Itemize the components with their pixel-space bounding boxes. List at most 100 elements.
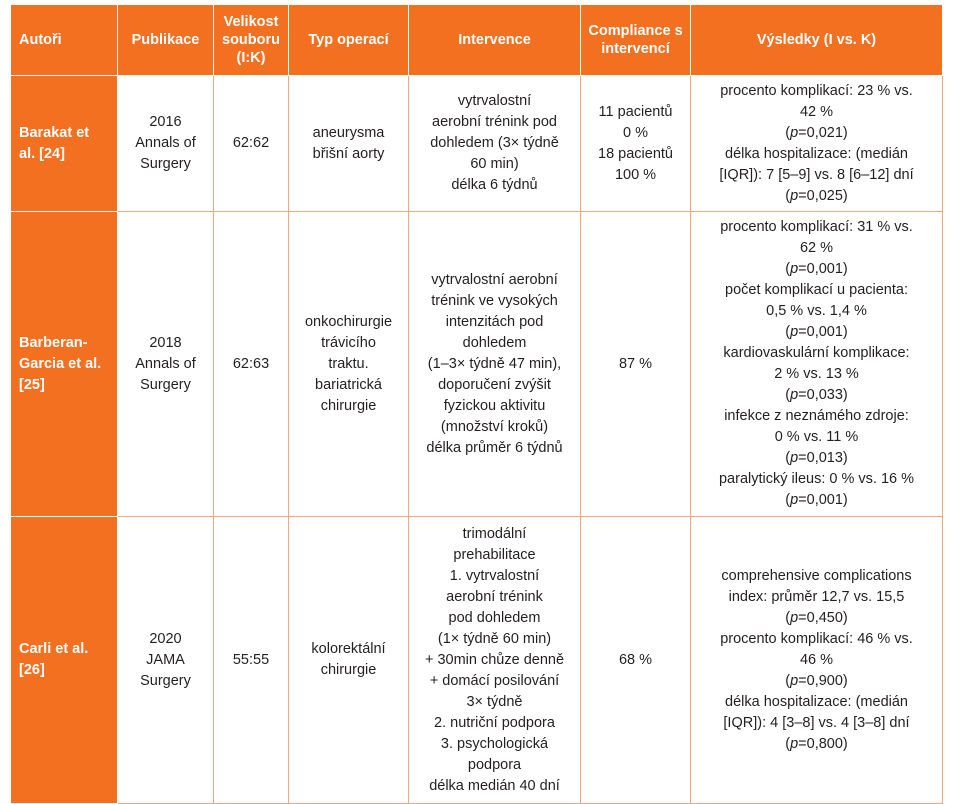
- cell-operation-type: aneurysma břišní aorty: [288, 75, 409, 212]
- cell-authors: Barberan- Garcia et al. [25]: [10, 211, 118, 517]
- text-line: Surgery: [140, 376, 191, 393]
- study-table: Autoři Publikace Velikost souboru (I:K) …: [10, 4, 943, 804]
- text-line: al. [24]: [19, 145, 65, 162]
- text-line: bariatrická: [315, 376, 382, 393]
- text-line: (množství kroků): [440, 418, 549, 435]
- text-line: + domácí posilování: [429, 672, 560, 689]
- text-line: aerobní trénink: [446, 588, 543, 605]
- text-line: 60 min): [470, 156, 519, 172]
- header-publication: Publikace: [117, 4, 214, 76]
- cell-publication: 2018 Annals of Surgery: [117, 211, 214, 517]
- text-line: fyzickou aktivitu: [443, 397, 546, 414]
- table-row: Barakat et al. [24] 2016 Annals of Surgery …: [10, 75, 943, 212]
- result-line: comprehensive complications: [721, 567, 912, 584]
- text-line: (1–3× týdně 47 min),: [427, 355, 562, 372]
- result-line: 2 % vs. 13 %: [774, 366, 859, 382]
- text-line: Surgery: [140, 672, 191, 689]
- cell-results: procento komplikací: 23 % vs. 42 % (p=0,02…: [690, 75, 943, 212]
- text-line: podpora: [467, 756, 522, 773]
- cell-publication: 2016 Annals of Surgery: [117, 75, 214, 212]
- result-line: délka hospitalizace: (medián: [725, 693, 908, 710]
- result-line: 42 %: [799, 103, 834, 120]
- result-line: kardiovaskulární komplikace:: [723, 345, 910, 361]
- result-line: (p=0,800): [785, 735, 848, 752]
- text-line: 68 %: [618, 651, 653, 668]
- text-line: trénink ve vysokých: [431, 292, 558, 309]
- header-results: Výsledky (I vs. K): [690, 4, 943, 76]
- text-line: kolorektální: [311, 641, 386, 657]
- header-intervention: Intervence: [408, 4, 581, 76]
- text-line: délka medián 40 dní: [429, 777, 560, 794]
- result-line: 0 % vs. 11 %: [774, 429, 859, 445]
- text-line: traktu.: [328, 355, 369, 372]
- text-line: 1. vytrvalostní: [449, 567, 540, 584]
- result-line: procento komplikací: 31 % vs.: [720, 219, 913, 235]
- text-line: vytrvalostní aerobní: [431, 271, 558, 288]
- result-line: procento komplikací: 23 % vs.: [720, 82, 913, 99]
- result-line: procento komplikací: 46 % vs.: [720, 630, 913, 647]
- text-line: délka průměr 6 týdnů: [426, 439, 563, 456]
- result-line: index: průměr 12,7 vs. 15,5: [728, 588, 905, 605]
- text-line: Surgery: [140, 156, 191, 172]
- result-line: (p=0,033): [785, 387, 848, 403]
- text-line: Annals of: [135, 135, 196, 151]
- table-row: Carli et al. [26] 2020 JAMA Surgery 55:55 k…: [10, 516, 943, 804]
- text-line: vytrvalostní: [457, 93, 532, 109]
- text-line: 18 pacientů: [598, 145, 673, 162]
- cell-operation-type: onkochirurgie trávicího traktu. bariatrická…: [288, 211, 409, 517]
- text-line: 3. psychologická: [440, 735, 549, 752]
- cell-compliance: 87 %: [580, 211, 691, 517]
- cell-intervention: vytrvalostní aerobní trénink pod dohledem …: [408, 75, 581, 212]
- result-line: infekce z neznámého zdroje:: [724, 408, 909, 424]
- cell-results: procento komplikací: 31 % vs. 62 % (p=0,00…: [690, 211, 943, 517]
- text-line: onkochirurgie: [304, 313, 393, 330]
- text-line: délka 6 týdnů: [451, 177, 538, 193]
- cell-results: comprehensive complications index: průměr…: [690, 516, 943, 804]
- result-line: 46 %: [799, 651, 834, 668]
- result-line: [IQR]): 7 [5–9] vs. 8 [6–12] dní: [719, 166, 914, 183]
- header-authors: Autoři: [10, 4, 118, 76]
- cell-intervention: trimodální prehabilitace 1. vytrvalostní ae…: [408, 516, 581, 804]
- text-line: [26]: [19, 662, 45, 678]
- cell-compliance: 68 %: [580, 516, 691, 804]
- text-line: 2018: [149, 334, 182, 351]
- text-line: trávicího: [321, 334, 376, 351]
- result-line: (p=0,025): [785, 187, 848, 204]
- header-operation-type: Typ operací: [288, 4, 409, 76]
- text-line: intenzitách pod: [445, 313, 544, 330]
- table-row: Barberan- Garcia et al. [25] 2018 Annals of…: [10, 211, 943, 517]
- text-line: + 30min chůze denně: [424, 651, 565, 668]
- text-line: 3× týdně: [466, 693, 523, 710]
- result-line: počet komplikací u pacienta:: [725, 282, 908, 298]
- result-line: 0,5 % vs. 1,4 %: [766, 303, 867, 319]
- cell-sample-size: 62:62: [213, 75, 289, 212]
- text-line: pod dohledem: [448, 609, 541, 626]
- cell-authors: Carli et al. [26]: [10, 516, 118, 804]
- text-line: dohledem (3× týdně: [430, 135, 559, 151]
- text-line: 2. nutriční podpora: [434, 714, 555, 731]
- cell-operation-type: kolorektální chirurgie: [288, 516, 409, 804]
- result-line: (p=0,001): [785, 324, 848, 340]
- cell-authors: Barakat et al. [24]: [10, 75, 118, 212]
- text-line: [25]: [19, 376, 45, 393]
- result-line: (p=0,013): [785, 450, 848, 466]
- text-line: 100 %: [614, 166, 657, 183]
- text-line: dohledem: [462, 334, 527, 351]
- header-compliance: Compliance s intervencí: [580, 4, 691, 76]
- text-line: 2016: [149, 114, 182, 130]
- text-line: prehabilitace: [453, 546, 536, 563]
- cell-intervention: vytrvalostní aerobní trénink ve vysokých i…: [408, 211, 581, 517]
- text-line: aerobní trénink pod: [432, 114, 557, 130]
- text-line: Carli et al.: [19, 641, 89, 657]
- text-line: doporučení zvýšit: [438, 376, 551, 393]
- result-line: (p=0,900): [785, 672, 848, 689]
- result-line: (p=0,450): [785, 609, 848, 626]
- text-line: břišní aorty: [312, 145, 385, 162]
- result-line: (p=0,001): [785, 261, 848, 277]
- text-line: 0 %: [623, 124, 648, 141]
- cell-sample-size: 62:63: [213, 211, 289, 517]
- text-line: chirurgie: [320, 662, 377, 678]
- text-line: 2020: [149, 630, 182, 647]
- result-line: (p=0,001): [785, 492, 848, 508]
- cell-sample-size: 55:55: [213, 516, 289, 804]
